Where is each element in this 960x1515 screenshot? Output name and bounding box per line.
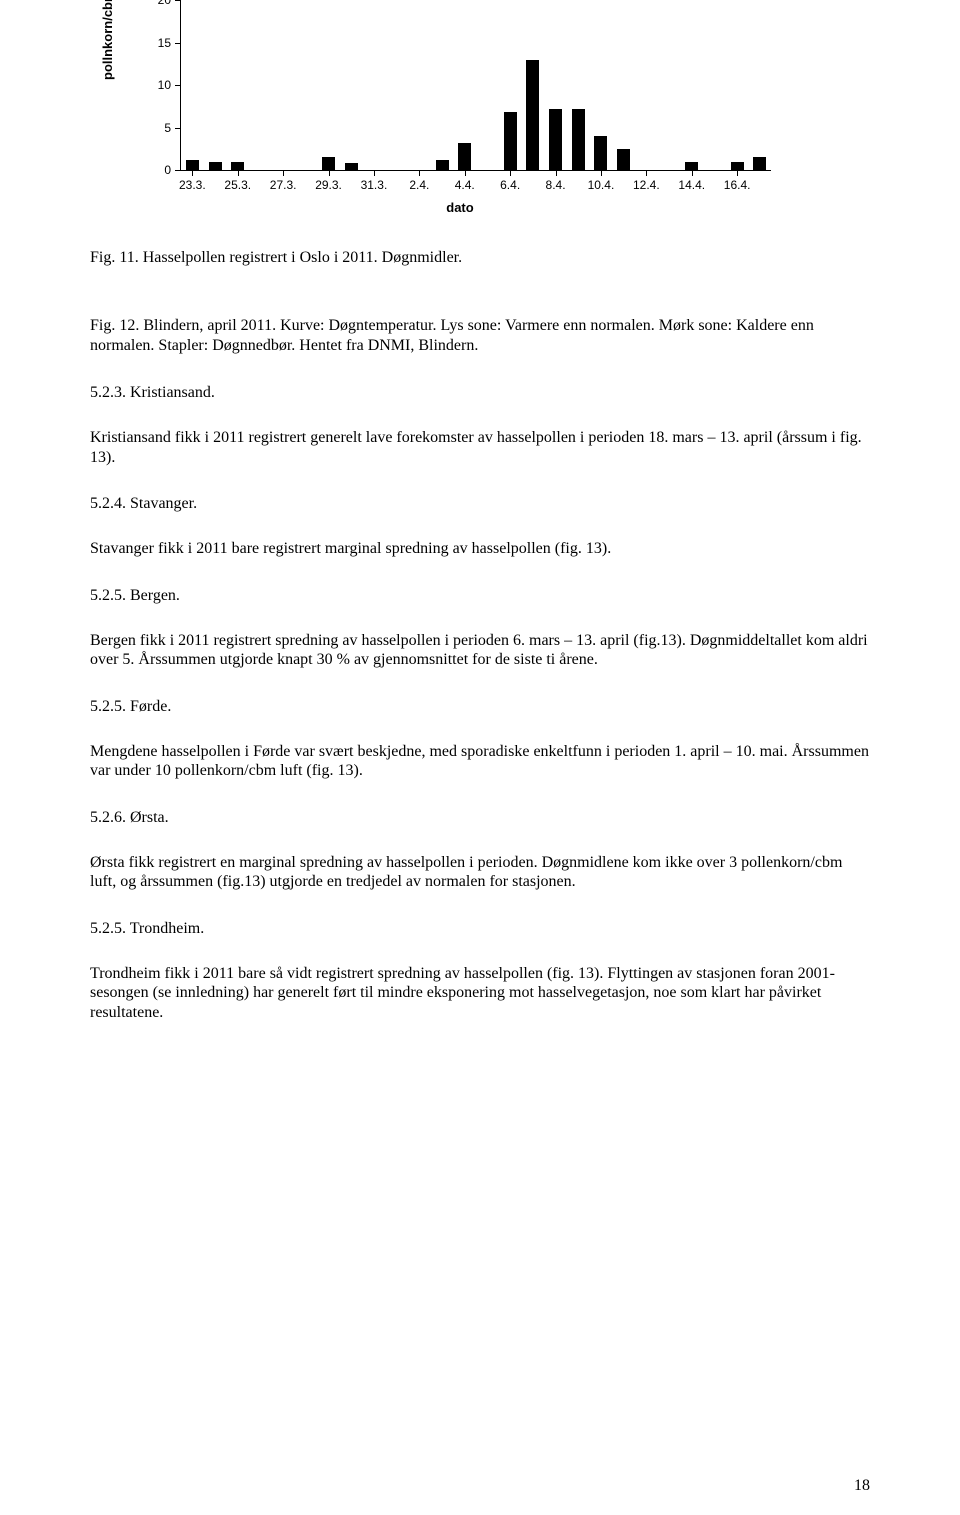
x-tick-label: 27.3. [270,170,297,192]
x-tick-label: 23.3. [179,170,206,192]
chart-bar [731,162,744,171]
section-5-2-6-head: 5.2.6. Ørsta. [90,809,870,827]
chart-bar [436,160,449,170]
chart-bar [594,136,607,170]
chart-bar [458,143,471,170]
section-5-2-5a-head: 5.2.5. Bergen. [90,587,870,605]
section-5-2-4-para: Stavanger fikk i 2011 bare registrert ma… [90,539,870,559]
chart-bar [549,109,562,170]
section-5-2-3-head: 5.2.3. Kristiansand. [90,384,870,402]
x-tick-label: 2.4. [409,170,429,192]
chart-bar [186,160,199,170]
figure-12-caption: Fig. 12. Blindern, april 2011. Kurve: Dø… [90,316,870,356]
chart-bar [572,109,585,170]
figure-11-caption: Fig. 11. Hasselpollen registrert i Oslo … [90,248,870,268]
chart-bar [345,163,358,170]
x-tick-label: 14.4. [678,170,705,192]
x-tick-label: 4.4. [455,170,475,192]
pollen-chart: pollnkorn/cbm luft 0510152023.3.25.3.27.… [130,0,790,220]
y-axis-label: pollnkorn/cbm luft [100,0,115,80]
chart-bar [753,157,766,170]
section-5-2-4-head: 5.2.4. Stavanger. [90,495,870,513]
section-5-2-3-para: Kristiansand fikk i 2011 registrert gene… [90,428,870,467]
x-tick-label: 16.4. [724,170,751,192]
y-tick-label: 10 [158,78,181,92]
chart-bar [504,112,517,170]
x-tick-label: 6.4. [500,170,520,192]
y-tick-label: 15 [158,36,181,50]
page-number: 18 [854,1477,870,1495]
page: pollnkorn/cbm luft 0510152023.3.25.3.27.… [0,0,960,1515]
chart-bar [526,60,539,171]
section-5-2-5c-head: 5.2.5. Trondheim. [90,920,870,938]
section-5-2-6-para: Ørsta fikk registrert en marginal spredn… [90,853,870,892]
x-tick-label: 8.4. [546,170,566,192]
x-tick-label: 25.3. [224,170,251,192]
x-tick-label: 12.4. [633,170,660,192]
y-tick-label: 20 [158,0,181,7]
section-5-2-5b-head: 5.2.5. Førde. [90,698,870,716]
chart-bar [617,149,630,170]
x-tick-label: 31.3. [361,170,388,192]
x-tick-label: 10.4. [588,170,615,192]
chart-bar [231,162,244,171]
y-tick-label: 5 [164,121,181,135]
section-5-2-5a-para: Bergen fikk i 2011 registrert spredning … [90,631,870,670]
chart-bar [685,162,698,171]
x-axis-label: dato [130,200,790,215]
section-5-2-5b-para: Mengdene hasselpollen i Førde var svært … [90,742,870,781]
chart-bar [322,157,335,170]
section-5-2-5c-para: Trondheim fikk i 2011 bare så vidt regis… [90,964,870,1023]
chart-bar [209,162,222,171]
plot-area: 0510152023.3.25.3.27.3.29.3.31.3.2.4.4.4… [180,0,771,171]
x-tick-label: 29.3. [315,170,342,192]
